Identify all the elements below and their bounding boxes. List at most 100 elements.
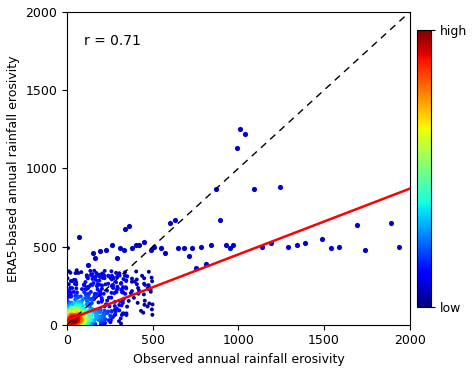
Point <box>127 290 135 296</box>
Point <box>74 322 82 327</box>
Point <box>77 310 84 316</box>
Point <box>83 272 91 278</box>
Point <box>73 309 80 315</box>
Point <box>73 282 80 288</box>
Point <box>65 304 73 310</box>
Point <box>72 320 80 326</box>
Point <box>80 320 87 326</box>
Point <box>108 295 115 301</box>
Point <box>147 289 155 295</box>
Point <box>65 312 73 318</box>
Point <box>146 301 153 307</box>
Point <box>141 298 148 304</box>
Point <box>71 316 78 322</box>
Point <box>87 282 95 288</box>
Point <box>91 295 98 301</box>
Point <box>113 254 120 260</box>
Point <box>140 281 148 287</box>
Point <box>70 320 78 326</box>
Point <box>73 321 81 327</box>
Point <box>67 321 75 327</box>
Point <box>80 317 88 323</box>
Point <box>74 315 82 321</box>
Point <box>174 245 182 251</box>
Point <box>212 186 220 192</box>
Point <box>108 308 115 314</box>
Point <box>67 321 74 327</box>
Point <box>79 316 86 322</box>
Point <box>66 321 73 327</box>
Point <box>76 318 83 324</box>
Point <box>87 319 94 325</box>
Point <box>120 296 128 302</box>
Point <box>94 317 102 323</box>
Point <box>71 316 79 322</box>
Point <box>96 292 103 298</box>
Point <box>80 282 88 288</box>
Point <box>95 317 103 323</box>
Point <box>64 319 72 325</box>
Point <box>229 242 237 248</box>
Point <box>87 314 94 320</box>
Point <box>65 322 73 327</box>
Point <box>65 322 73 327</box>
Point <box>66 270 74 276</box>
Point <box>72 319 79 325</box>
Point <box>118 303 125 308</box>
Point <box>132 242 139 248</box>
Point <box>72 319 79 325</box>
Point <box>96 274 104 280</box>
Point <box>83 316 91 322</box>
Point <box>119 300 127 306</box>
Point <box>128 245 136 251</box>
Point <box>157 245 165 251</box>
Point <box>75 311 83 317</box>
Point <box>64 315 71 321</box>
Point <box>109 314 117 320</box>
Point <box>64 314 72 320</box>
Point <box>72 270 79 276</box>
Point <box>100 313 108 319</box>
Point <box>95 314 103 320</box>
Point <box>64 320 72 326</box>
Point <box>65 310 73 316</box>
Point <box>112 279 120 285</box>
Point <box>74 315 82 321</box>
Point <box>166 220 173 226</box>
Point <box>149 312 156 318</box>
Point <box>145 286 153 292</box>
Point <box>73 309 80 315</box>
Point <box>74 318 82 324</box>
Point <box>73 313 81 319</box>
Point <box>66 289 74 295</box>
Point <box>79 317 86 323</box>
Point <box>64 321 72 327</box>
Point <box>73 295 80 301</box>
Point <box>87 314 95 320</box>
Point <box>100 313 108 319</box>
Point <box>71 322 79 327</box>
Point <box>185 253 192 259</box>
Point <box>202 261 210 267</box>
Point <box>148 278 156 284</box>
Point <box>64 318 71 324</box>
Point <box>128 288 136 294</box>
Point <box>68 300 75 305</box>
Point <box>71 320 78 326</box>
Point <box>75 322 82 327</box>
Point <box>80 317 88 323</box>
Point <box>71 307 78 313</box>
Point <box>67 317 74 323</box>
Point <box>188 245 196 251</box>
Point <box>73 308 81 314</box>
Point <box>78 308 86 314</box>
Point <box>99 270 106 276</box>
Point <box>71 320 78 326</box>
Point <box>116 273 123 279</box>
Point <box>361 247 369 253</box>
Point <box>145 282 152 288</box>
Point <box>94 282 101 288</box>
Point <box>115 318 123 324</box>
Point <box>67 314 75 320</box>
Point <box>123 273 131 279</box>
